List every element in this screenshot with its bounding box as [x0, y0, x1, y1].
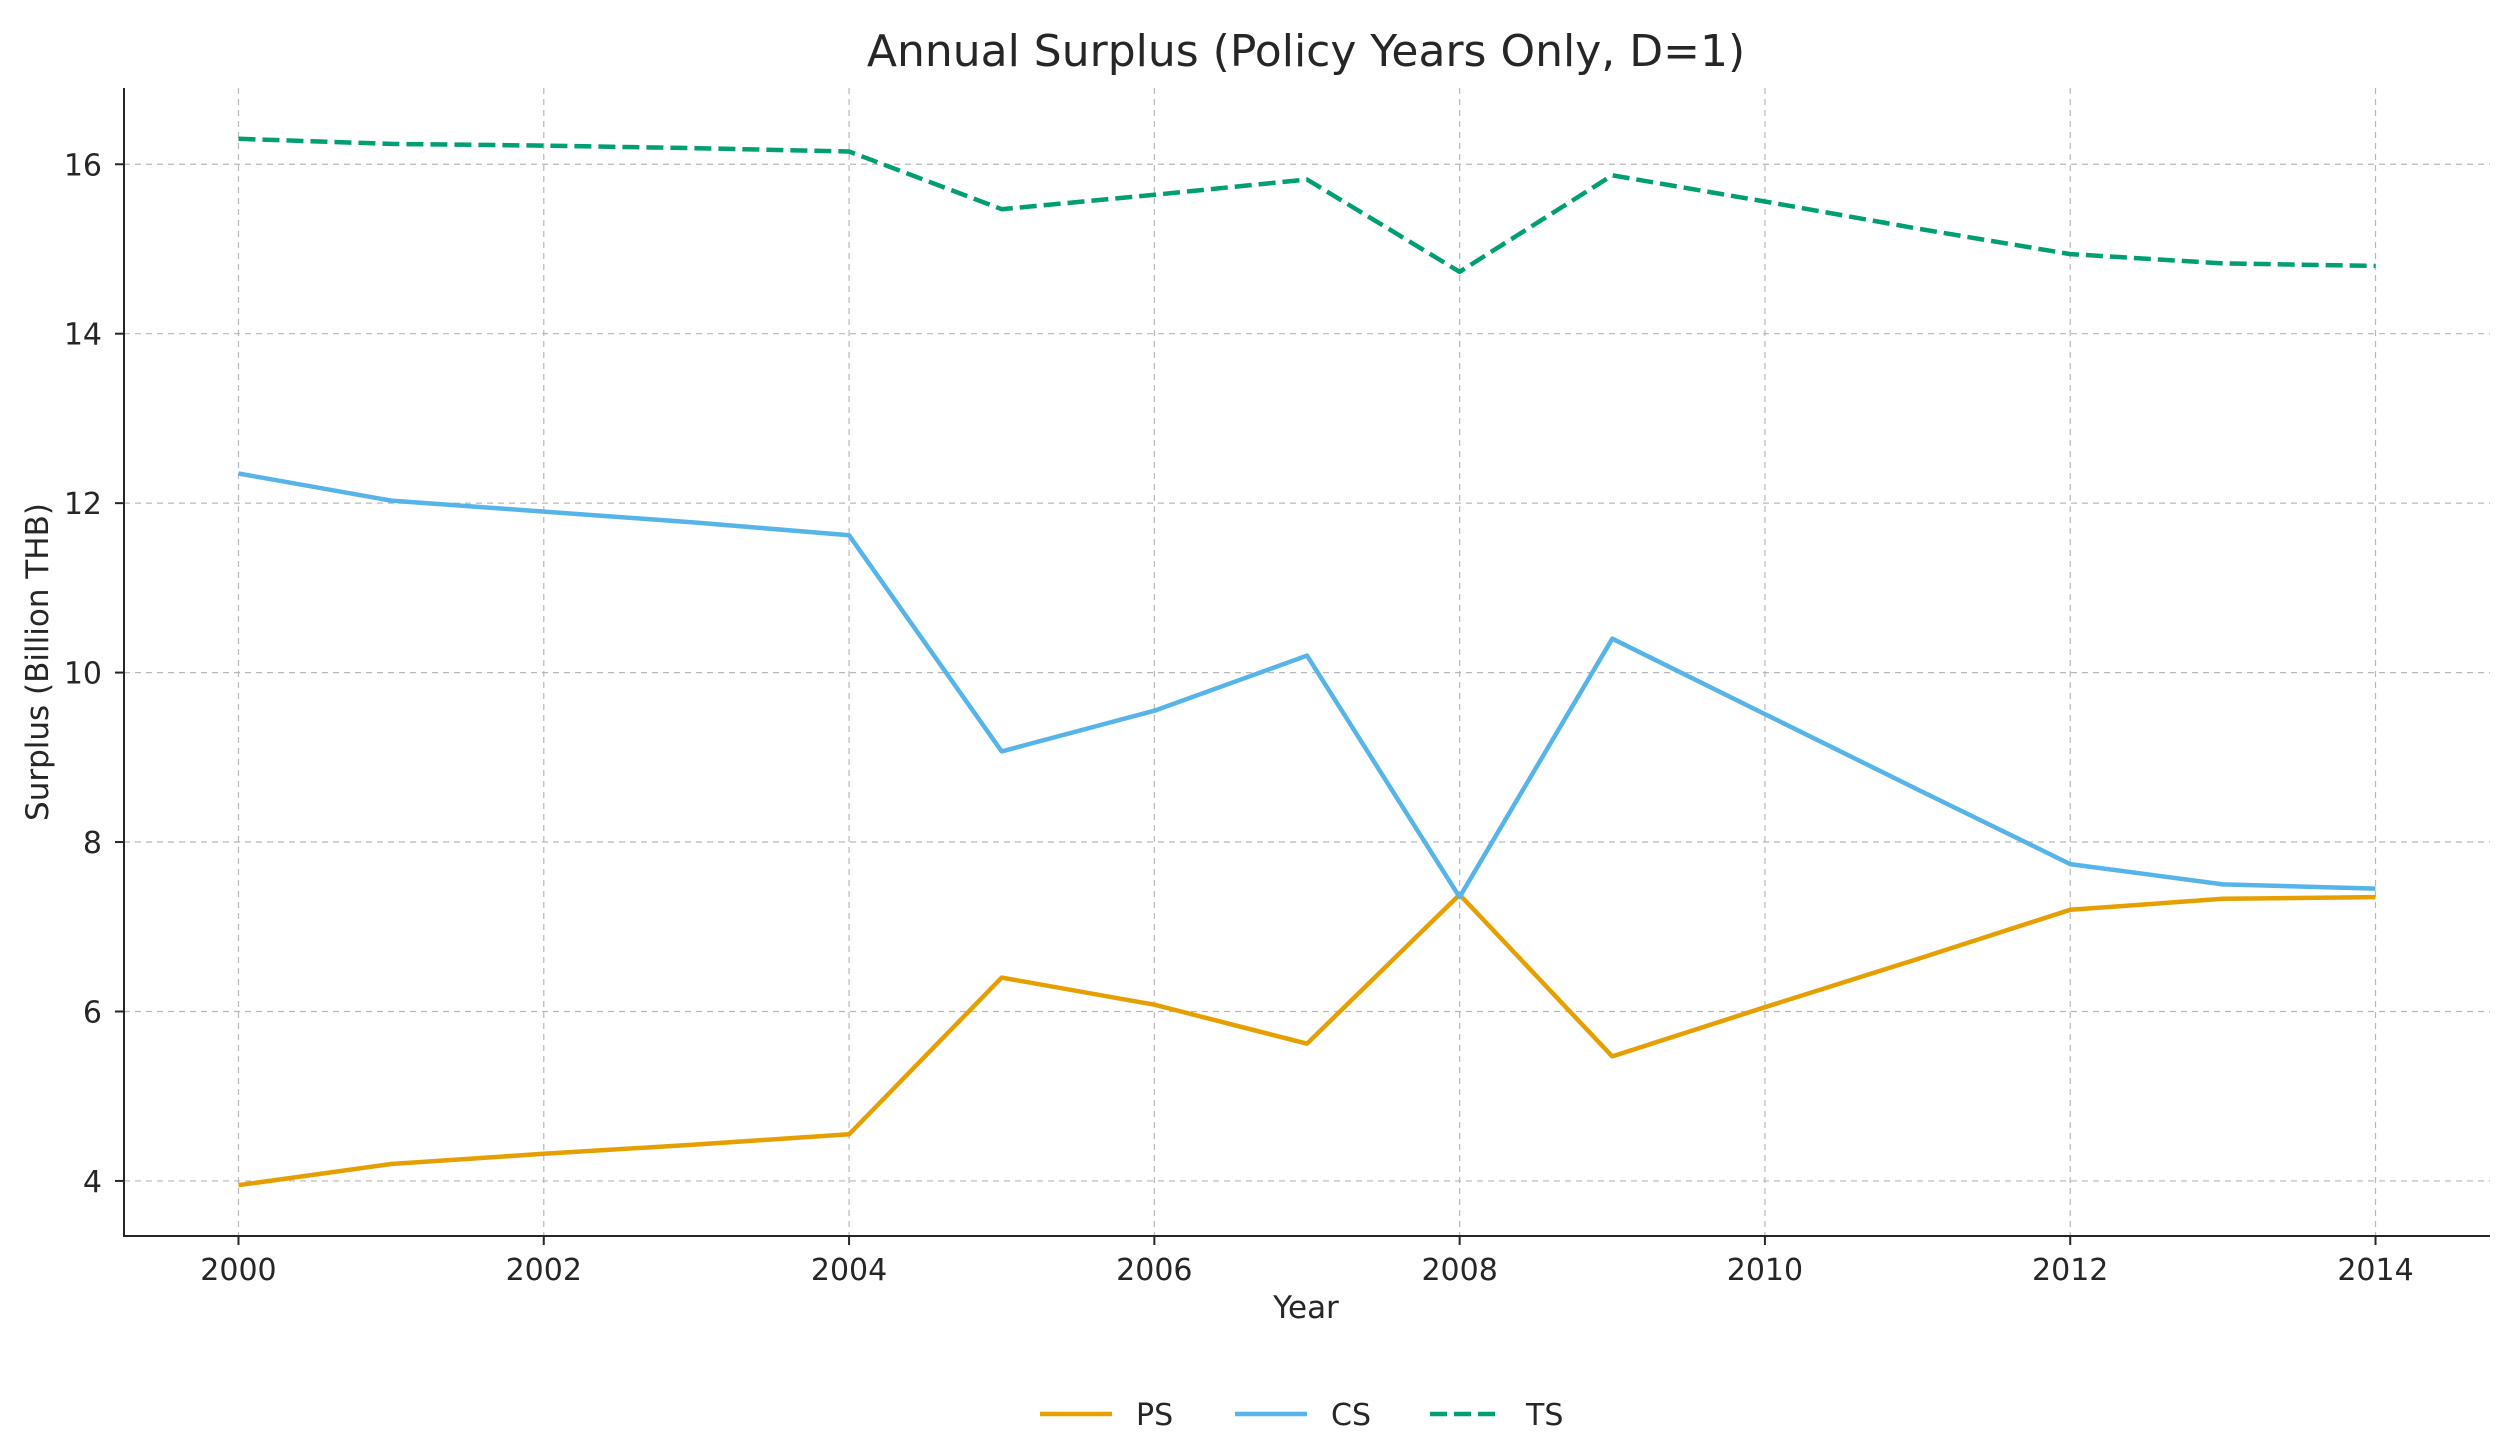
y-axis-ticks: 4 6 8 10 12 14 16 [64, 148, 124, 1200]
x-axis-ticks: 2000 2002 2004 2006 2008 2010 2012 2014 [200, 1236, 2414, 1288]
x-tick-label: 2010 [1727, 1253, 1803, 1288]
x-tick-label: 2008 [1421, 1253, 1497, 1288]
x-tick-label: 2004 [811, 1253, 887, 1288]
series-line-ps [238, 892, 2376, 1188]
y-tick-label: 12 [64, 487, 102, 522]
legend-label-ts: TS [1525, 1398, 1563, 1433]
x-tick-label: 2000 [200, 1253, 276, 1288]
legend-label-cs: CS [1331, 1398, 1371, 1433]
y-axis-label: Surplus (Billion THB) [20, 503, 56, 821]
x-tick-label: 2002 [506, 1253, 582, 1288]
axes [123, 88, 2490, 1237]
y-tick-label: 14 [64, 318, 102, 353]
series-line-ts [238, 136, 2376, 275]
y-tick-label: 4 [83, 1165, 102, 1200]
series-lines [238, 136, 2376, 1188]
y-tick-label: 6 [83, 995, 102, 1030]
series-line-cs [238, 471, 2376, 900]
y-tick-label: 16 [64, 148, 102, 183]
chart-title: Annual Surplus (Policy Years Only, D=1) [867, 26, 1745, 77]
y-tick-label: 10 [64, 657, 102, 692]
grid-lines [124, 88, 2490, 1236]
legend-label-ps: PS [1136, 1398, 1173, 1433]
x-axis-label: Year [1272, 1290, 1339, 1326]
x-tick-label: 2012 [2032, 1253, 2108, 1288]
x-tick-label: 2014 [2337, 1253, 2413, 1288]
legend: PS CS TS [1040, 1398, 1563, 1433]
y-tick-label: 8 [83, 826, 102, 861]
x-tick-label: 2006 [1116, 1253, 1192, 1288]
axis-frame [123, 88, 2490, 1237]
